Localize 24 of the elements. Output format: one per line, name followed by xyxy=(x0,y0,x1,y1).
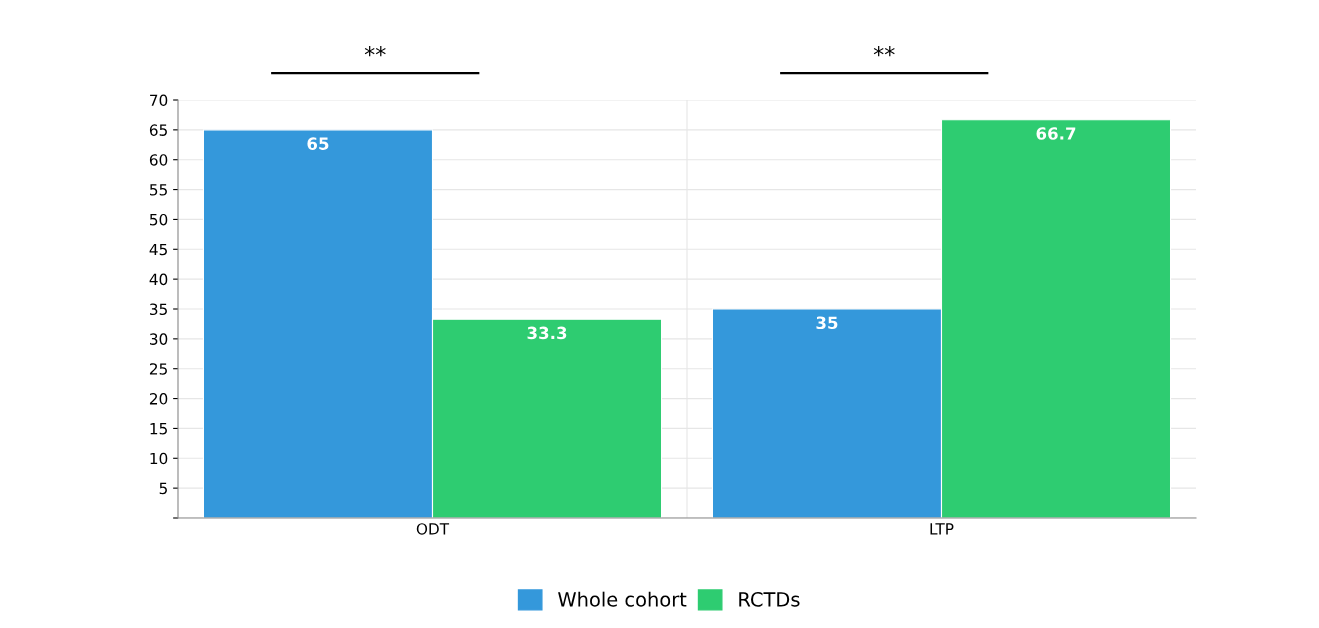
legend-label: RCTDs xyxy=(739,592,800,607)
text: ** xyxy=(364,46,386,57)
y-tick-label: 35 xyxy=(150,303,167,316)
data-label: 65 xyxy=(307,137,329,150)
y-tick-label: 50 xyxy=(150,213,168,226)
y-tick-label: 20 xyxy=(149,393,168,405)
y-tick-label: 40 xyxy=(149,273,168,286)
y-tick-label: 65 xyxy=(149,124,167,136)
y-tick-label: 25 xyxy=(149,363,167,375)
y-tick-label: 60 xyxy=(149,154,168,166)
y-tick-label: 55 xyxy=(150,184,167,196)
x-tick-label: LTP xyxy=(930,523,954,535)
y-tick-label: 5 xyxy=(159,482,167,495)
y-tick-label: 15 xyxy=(150,423,167,435)
text: ** xyxy=(873,46,895,57)
data-label: 35 xyxy=(816,316,838,330)
data-label: 33.3 xyxy=(527,326,567,340)
x-tick-label: ODT xyxy=(416,523,450,535)
legend-label: Whole cohort xyxy=(558,591,687,607)
y-tick-label: 45 xyxy=(149,243,167,256)
y-tick-label: 30 xyxy=(150,333,168,345)
y-tick-label: 10 xyxy=(150,452,168,465)
y-tick-label: 70 xyxy=(150,94,168,107)
data-label: 66.7 xyxy=(1036,127,1076,140)
